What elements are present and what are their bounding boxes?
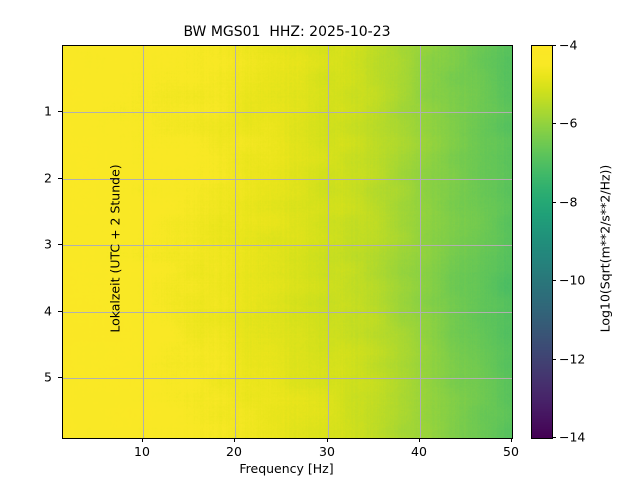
y-tick-mark-1 — [58, 111, 62, 112]
colorbar-tick-label-1: −6 — [559, 115, 578, 131]
colorbar-gradient — [532, 46, 552, 438]
y-tick-label-5: 5 — [44, 369, 52, 385]
colorbar-tick-mark-2 — [552, 202, 556, 203]
colorbar[interactable] — [531, 45, 553, 439]
y-tick-mark-5 — [58, 377, 62, 378]
colorbar-tick-label-5: −14 — [559, 429, 586, 445]
colorbar-tick-mark-5 — [552, 437, 556, 438]
colorbar-tick-label-3: −10 — [559, 272, 586, 288]
x-tick-mark-40 — [419, 438, 420, 442]
x-tick-label-30: 30 — [319, 444, 335, 459]
y-tick-mark-4 — [58, 311, 62, 312]
x-tick-label-20: 20 — [226, 444, 242, 459]
y-tick-label-4: 4 — [44, 303, 52, 319]
x-tick-label-10: 10 — [134, 444, 150, 459]
y-tick-mark-3 — [58, 244, 62, 245]
spectrogram-axes[interactable] — [62, 45, 513, 439]
x-tick-mark-50 — [511, 438, 512, 442]
x-axis-label: Frequency [Hz] — [239, 461, 334, 476]
x-tick-label-50: 50 — [503, 444, 519, 459]
y-tick-label-1: 1 — [44, 103, 52, 119]
page-title: BW MGS01 HHZ: 2025-10-23 — [183, 24, 391, 40]
colorbar-label: Log10(Sqrt(m**2/s**2/Hz)) — [597, 164, 613, 333]
colorbar-tick-mark-0 — [552, 45, 556, 46]
colorbar-tick-mark-4 — [552, 359, 556, 360]
y-tick-label-3: 3 — [44, 236, 52, 252]
y-axis-label: Lokalzeit (UTC + 2 Stunde) — [107, 164, 123, 333]
colorbar-tick-mark-1 — [552, 123, 556, 124]
x-tick-mark-20 — [234, 438, 235, 442]
y-tick-mark-2 — [58, 178, 62, 179]
y-tick-label-2: 2 — [44, 170, 52, 186]
x-tick-label-40: 40 — [411, 444, 427, 459]
colorbar-tick-mark-3 — [552, 280, 556, 281]
x-tick-mark-30 — [327, 438, 328, 442]
colorbar-tick-label-4: −12 — [559, 351, 586, 367]
spectrogram-image — [63, 46, 512, 438]
colorbar-tick-label-2: −8 — [559, 194, 578, 210]
colorbar-tick-label-0: −4 — [559, 37, 578, 53]
x-tick-mark-10 — [142, 438, 143, 442]
